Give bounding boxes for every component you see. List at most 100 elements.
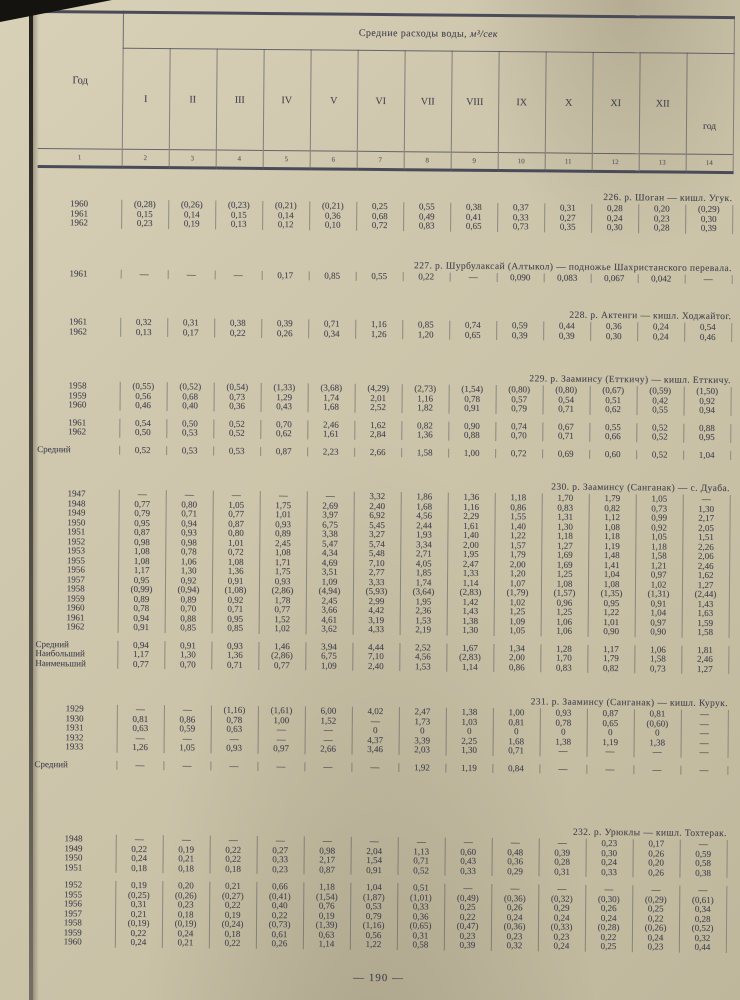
value-cell: 0,30: [590, 330, 638, 342]
discharge-table-group: 1958 (0,55) (0,52) (0,54) (1,33) (3,68) (4,29)…: [36, 380, 732, 416]
column-number: 5: [262, 150, 310, 169]
value-cell: 0,79: [495, 403, 543, 414]
value-cell: 0,38: [679, 867, 727, 879]
discharge-table-group: 1929— — (1,16) (1,61) 6,00 4,02 2,47 1,38 1,00 0,…: [33, 703, 729, 758]
value-cell: 0,31: [538, 866, 586, 877]
row-label: 1962: [68, 426, 87, 437]
value-cell: —: [586, 763, 634, 775]
value-cell: 1,26: [355, 328, 403, 340]
value-cell: 0,39: [543, 330, 591, 341]
value-cell: 0,71: [542, 431, 590, 442]
row-label: 1961: [69, 267, 88, 278]
value-cell: 0,94: [683, 405, 731, 416]
month-col-header: VIII: [450, 51, 499, 153]
value-cell: 0,23: [256, 864, 304, 875]
discharge-table-group: 1952 0,19 0,20 0,21 0,66 1,18 1,04 0,51— — — — — —19…: [31, 879, 727, 953]
value-cell: 0,58: [396, 939, 444, 951]
month-col-header: VII: [403, 50, 452, 153]
row-label: 1933: [65, 741, 84, 752]
value-cell: 0,21: [161, 937, 209, 949]
value-cell: 0,87: [260, 446, 308, 457]
column-number: 13: [638, 153, 686, 173]
value-cell: —: [633, 746, 681, 758]
value-cell: 0,33: [444, 865, 492, 876]
row-label: Наименьший: [35, 657, 86, 668]
month-col-header: II: [168, 48, 217, 151]
value-cell: 1,53: [399, 661, 447, 672]
value-cell: 0,84: [492, 763, 540, 774]
value-cell: 0,25: [584, 941, 632, 952]
value-cell: 0,067: [590, 272, 638, 284]
year-total-col-header: год: [685, 53, 734, 155]
binding-shadow: [33, 0, 39, 1000]
value-cell: 0,85: [308, 270, 356, 281]
month-col-header: XI: [591, 52, 640, 154]
row-label: 1960: [63, 936, 82, 947]
value-cell: 2,84: [354, 429, 402, 440]
value-cell: —: [120, 268, 168, 280]
value-cell: 0,18: [162, 863, 210, 874]
value-cell: 0,71: [492, 745, 540, 756]
month-col-header: IV: [262, 49, 311, 151]
river-section: 228. р. Актенги — кишл. Ходжайтог. 1961 0,…: [36, 306, 732, 343]
value-cell: 0,88: [448, 430, 496, 441]
discharge-table-group: 1961 0,54 0,50 0,52 0,70 2,46 1,62 0,82 0,90 0,74…: [35, 417, 731, 443]
row-label: 1962: [66, 621, 85, 632]
value-cell: 1,61: [307, 428, 355, 440]
value-cell: 0,77: [117, 658, 165, 670]
value-cell: 0,46: [119, 400, 167, 411]
value-cell: 0,90: [587, 626, 635, 637]
value-cell: 0,93: [210, 743, 258, 754]
value-cell: —: [351, 761, 399, 773]
value-cell: 0,60: [589, 448, 637, 460]
value-cell: 0,52: [119, 444, 167, 456]
value-cell: 0,62: [589, 404, 637, 415]
value-cell: —: [304, 761, 352, 772]
value-cell: 0,18: [115, 862, 163, 874]
value-cell: 0,26: [261, 328, 309, 339]
discharge-table-group: 1960 (0,28) (0,26) (0,23) (0,21) (0,21) 0,25 0,…: [37, 198, 733, 234]
value-cell: 0,39: [496, 330, 544, 341]
value-cell: 1,26: [116, 742, 164, 753]
value-cell: 1,19: [445, 762, 493, 773]
value-cell: 0,53: [166, 427, 214, 439]
value-cell: —: [539, 763, 587, 774]
value-cell: 2,19: [399, 624, 447, 636]
value-cell: 0,91: [448, 403, 496, 414]
page-number: — 190 —: [353, 971, 405, 984]
value-cell: 0,55: [355, 270, 403, 282]
value-cell: 1,05: [163, 742, 211, 754]
column-number: 11: [544, 152, 592, 172]
value-cell: 1,04: [683, 449, 731, 461]
value-cell: 0,22: [208, 938, 256, 949]
value-cell: 0,17: [261, 270, 309, 281]
row-label: Средний: [34, 758, 68, 769]
value-cell: 1,06: [540, 626, 588, 637]
value-cell: —: [684, 273, 732, 285]
value-cell: 0,22: [214, 327, 262, 338]
value-cell: 1,92: [398, 762, 446, 773]
value-cell: 0,72: [495, 448, 543, 459]
value-cell: 1,27: [681, 663, 729, 675]
table-title-text: Средние расходы воды,: [358, 27, 468, 40]
value-cell: 0,71: [211, 659, 259, 670]
value-cell: 1,68: [307, 401, 355, 413]
month-col-header: I: [121, 48, 170, 150]
value-cell: 0,70: [495, 430, 543, 441]
river-section: 230. р. Зааминсу (Санганак) — с. Дуаба. 1…: [33, 478, 731, 675]
value-cell: 0,34: [308, 328, 356, 339]
value-cell: 1,09: [305, 660, 353, 671]
value-cell: —: [257, 761, 305, 772]
value-cell: —: [633, 764, 681, 775]
month-col-header: XII: [638, 52, 687, 155]
table-row: Средний — — — — — —1,92 1,19 0,84— — — —: [32, 758, 728, 776]
value-cell: 0,65: [450, 221, 498, 232]
table-row: Средний 0,52 0,53 0,53 0,87 2,23 2,66 1,58 1,00 0…: [35, 444, 731, 461]
value-cell: 0,62: [260, 428, 308, 439]
value-cell: 0,52: [636, 431, 684, 443]
value-cell: 0,19: [168, 218, 216, 230]
value-cell: —: [449, 271, 497, 283]
value-cell: 4,33: [352, 624, 400, 635]
value-cell: 2,03: [398, 744, 446, 756]
value-cell: 1,82: [401, 402, 449, 414]
